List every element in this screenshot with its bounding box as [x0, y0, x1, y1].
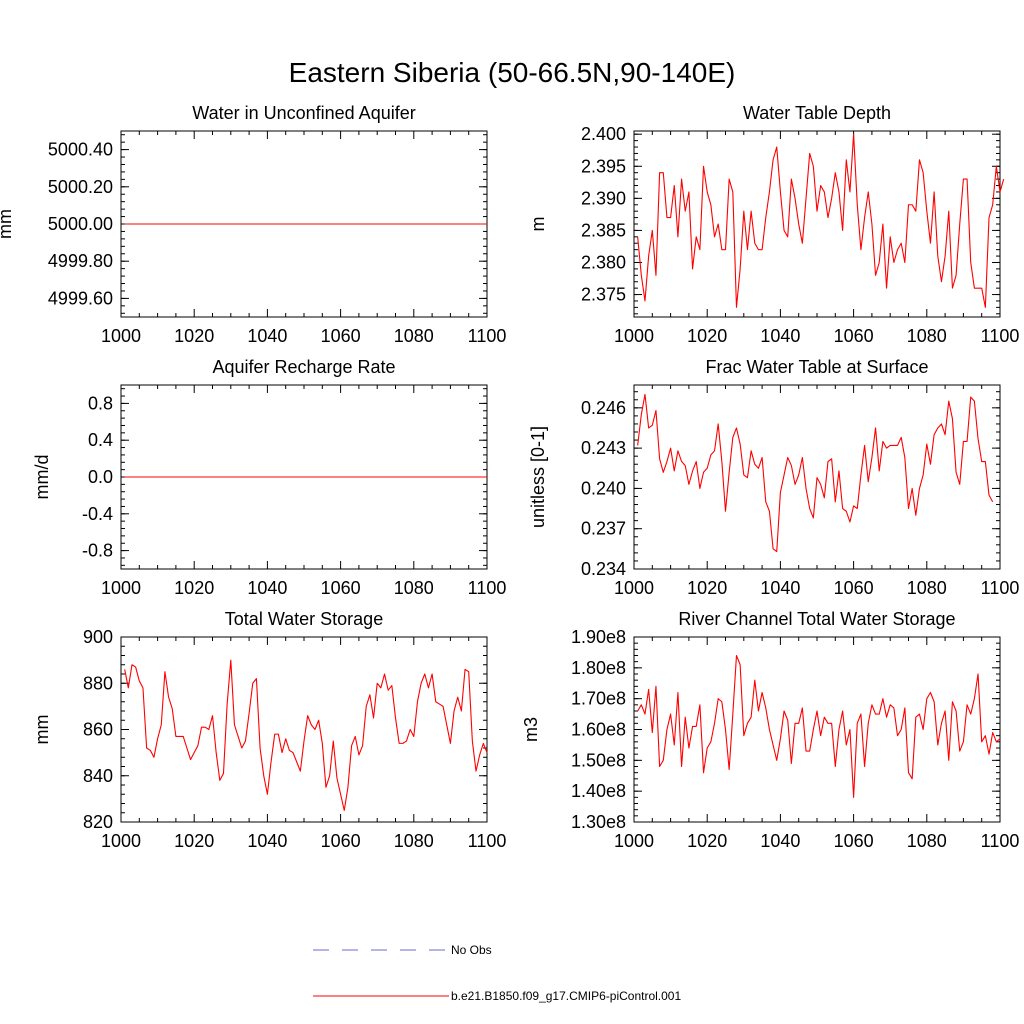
x-tick-label: 1080 [394, 831, 434, 851]
legend-label: b.e21.B1850.f09_g17.CMIP6-piControl.001 [451, 989, 681, 1003]
x-tick-label: 1020 [687, 831, 727, 851]
x-tick-label: 1020 [174, 326, 214, 346]
x-tick-label: 1040 [760, 326, 800, 346]
y-tick-label: 880 [83, 673, 113, 693]
y-tick-label: 4999.60 [48, 288, 113, 308]
y-tick-label: 0.8 [88, 393, 113, 413]
y-tick-label: 820 [83, 812, 113, 832]
x-tick-label: 1100 [981, 831, 1020, 851]
legend: No Obs b.e21.B1850.f09_g17.CMIP6-piContro… [313, 943, 681, 1003]
x-tick-label: 1080 [394, 326, 434, 346]
y-axis-label: mm [0, 209, 15, 239]
y-tick-label: 1.80e8 [571, 658, 626, 678]
x-tick-label: 1000 [101, 831, 141, 851]
x-tick-label: 1060 [321, 831, 361, 851]
x-tick-label: 1060 [834, 326, 874, 346]
chart-panel: Frac Water Table at Surface unitless [0-1… [528, 357, 1019, 598]
y-tick-label: 2.380 [581, 252, 626, 272]
x-tick-label: 1000 [101, 578, 141, 598]
x-tick-label: 1040 [760, 831, 800, 851]
chart-panel: Water Table Depth m 1000 1020 1040 1060 1080 11… [528, 103, 1019, 346]
y-tick-label: 5000.20 [48, 177, 113, 197]
x-tick-label: 1060 [834, 831, 874, 851]
figure-title: Eastern Siberia (50-66.5N,90-140E) [289, 57, 736, 88]
panel-title: River Channel Total Water Storage [678, 609, 955, 629]
y-tick-label: 5000.40 [48, 140, 113, 160]
y-tick-label: 1.70e8 [571, 689, 626, 709]
y-tick-label: 1.90e8 [571, 627, 626, 647]
panel-title: Water in Unconfined Aquifer [192, 103, 415, 123]
x-tick-label: 1000 [614, 326, 654, 346]
y-axis-label: m [528, 217, 548, 232]
y-tick-label: 0.243 [581, 438, 626, 458]
y-tick-label: 1.60e8 [571, 720, 626, 740]
chart-panels: Water in Unconfined Aquifer mm 1000 1020 104… [0, 103, 1019, 851]
y-axis-label: mm/d [32, 455, 52, 500]
x-tick-label: 1100 [468, 326, 507, 346]
y-tick-label: 2.395 [581, 156, 626, 176]
y-tick-label: 0.246 [581, 398, 626, 418]
y-tick-label: 840 [83, 766, 113, 786]
y-axis-label: unitless [0-1] [528, 426, 548, 528]
chart-panel: Total Water Storage mm 1000 1020 1040 1060 108… [32, 609, 506, 851]
x-tick-label: 1060 [834, 578, 874, 598]
x-tick-label: 1020 [174, 831, 214, 851]
series-line [637, 654, 1001, 798]
x-tick-label: 1080 [907, 578, 947, 598]
x-tick-label: 1060 [321, 578, 361, 598]
x-tick-label: 1040 [247, 578, 287, 598]
x-tick-label: 1020 [687, 326, 727, 346]
x-tick-label: 1100 [468, 831, 507, 851]
y-tick-label: 4999.80 [48, 251, 113, 271]
y-axis-label: m3 [521, 717, 541, 742]
panel-title: Total Water Storage [225, 609, 383, 629]
y-tick-label: 0.240 [581, 478, 626, 498]
y-tick-label: 1.50e8 [571, 750, 626, 770]
x-tick-label: 1100 [981, 326, 1020, 346]
x-tick-label: 1000 [101, 326, 141, 346]
y-tick-label: 2.390 [581, 188, 626, 208]
y-tick-label: 2.400 [581, 124, 626, 144]
series-line [637, 393, 994, 553]
y-tick-label: -0.4 [82, 504, 113, 524]
y-tick-label: 0.237 [581, 519, 626, 539]
x-tick-label: 1040 [247, 831, 287, 851]
legend-label: No Obs [451, 943, 492, 957]
y-tick-label: -0.8 [82, 541, 113, 561]
y-tick-label: 2.385 [581, 220, 626, 240]
x-tick-label: 1100 [981, 578, 1020, 598]
panel-title: Aquifer Recharge Rate [212, 357, 395, 377]
x-tick-label: 1040 [247, 326, 287, 346]
x-tick-label: 1060 [321, 326, 361, 346]
y-tick-label: 1.40e8 [571, 781, 626, 801]
chart-panel: Water in Unconfined Aquifer mm 1000 1020 104… [0, 103, 506, 346]
y-tick-label: 2.375 [581, 285, 626, 305]
chart-panel: Aquifer Recharge Rate mm/d 1000 1020 1040 106… [32, 357, 506, 598]
series-line [124, 659, 488, 811]
x-tick-label: 1020 [174, 578, 214, 598]
x-tick-label: 1080 [907, 831, 947, 851]
panel-title: Water Table Depth [743, 103, 891, 123]
series-line [637, 133, 1005, 308]
y-tick-label: 0.4 [88, 430, 113, 450]
x-tick-label: 1080 [394, 578, 434, 598]
x-tick-label: 1000 [614, 578, 654, 598]
x-tick-label: 1040 [760, 578, 800, 598]
y-tick-label: 0.0 [88, 467, 113, 487]
panel-title: Frac Water Table at Surface [705, 357, 928, 377]
y-tick-label: 0.234 [581, 559, 626, 579]
y-tick-label: 5000.00 [48, 214, 113, 234]
y-tick-label: 1.30e8 [571, 812, 626, 832]
x-tick-label: 1000 [614, 831, 654, 851]
x-tick-label: 1020 [687, 578, 727, 598]
x-tick-label: 1100 [468, 578, 507, 598]
y-axis-label: mm [32, 715, 52, 745]
y-tick-label: 860 [83, 720, 113, 740]
y-tick-label: 900 [83, 627, 113, 647]
x-tick-label: 1080 [907, 326, 947, 346]
